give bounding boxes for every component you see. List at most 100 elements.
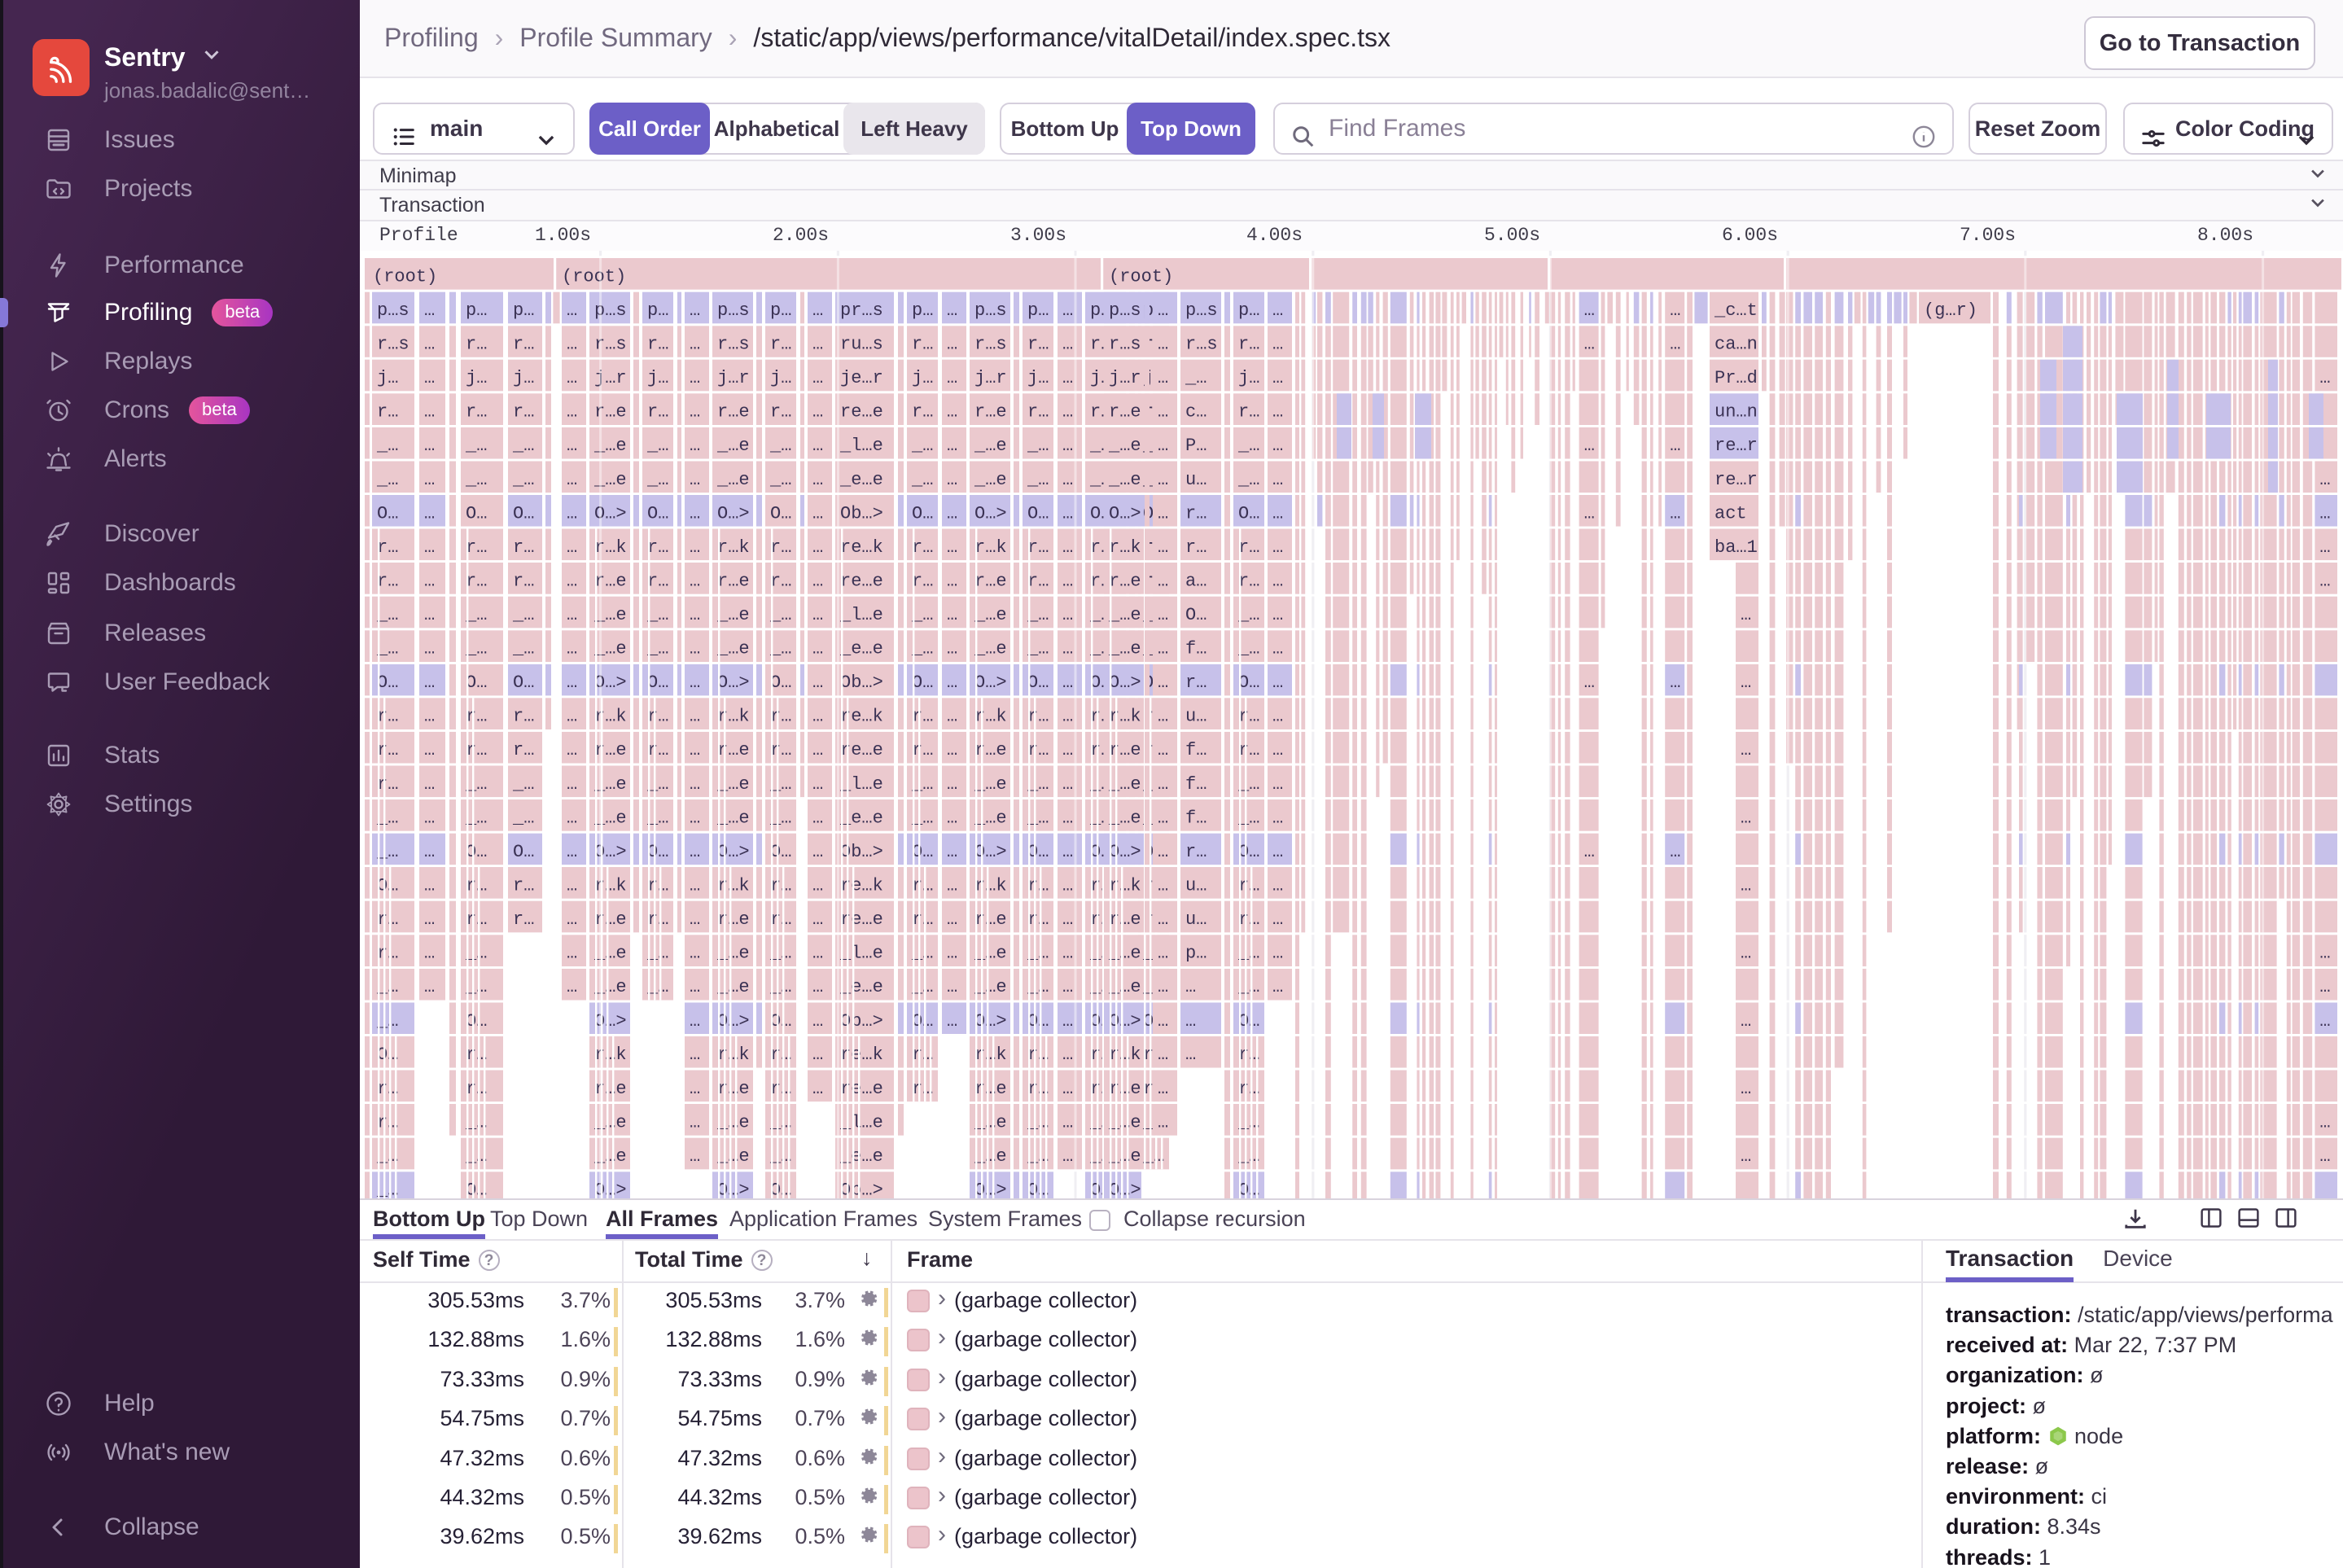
svg-text:…: … bbox=[812, 875, 823, 896]
svg-text:_…: _… bbox=[769, 639, 791, 659]
svg-text:…: … bbox=[690, 1079, 700, 1099]
svg-text:…: … bbox=[1272, 436, 1283, 456]
svg-text:r…e: r…e bbox=[974, 571, 1007, 591]
svg-text:j…: j… bbox=[466, 368, 487, 388]
svg-text:_…: _… bbox=[1027, 977, 1049, 997]
svg-text:…: … bbox=[690, 605, 700, 625]
svg-text:…: … bbox=[947, 537, 957, 558]
svg-text:_…: _… bbox=[1237, 774, 1259, 795]
svg-text:j…: j… bbox=[513, 368, 534, 388]
svg-text:r…: r… bbox=[770, 402, 791, 423]
svg-text:ca…n: ca…n bbox=[1715, 335, 1758, 355]
svg-text:…: … bbox=[424, 672, 435, 693]
svg-text:…: … bbox=[1062, 1079, 1073, 1099]
svg-text:_…e: _…e bbox=[974, 977, 1007, 997]
svg-text:…: … bbox=[1158, 605, 1168, 625]
svg-text:r…: r… bbox=[513, 402, 534, 423]
svg-text:_…e: _…e bbox=[716, 1146, 750, 1167]
svg-text:r…k: r…k bbox=[1109, 1045, 1141, 1065]
svg-text:_…e: _…e bbox=[1108, 1146, 1141, 1167]
svg-text:r…k: r…k bbox=[1109, 537, 1141, 558]
svg-text:…: … bbox=[1272, 740, 1283, 760]
svg-text:j…: j… bbox=[912, 368, 933, 388]
svg-text:…: … bbox=[1158, 707, 1168, 727]
svg-text:pr…s: pr…s bbox=[840, 300, 883, 321]
svg-text:r…: r… bbox=[1238, 537, 1259, 558]
svg-text:r…s: r…s bbox=[377, 335, 409, 355]
svg-text:_l…e: _l…e bbox=[839, 1112, 883, 1132]
svg-text:_…e: _…e bbox=[593, 639, 627, 659]
svg-text:_…e: _…e bbox=[716, 944, 750, 964]
svg-text:_…: _… bbox=[646, 944, 668, 964]
svg-text:_…e: _…e bbox=[593, 977, 627, 997]
svg-text:_c…t: _c…t bbox=[1714, 300, 1758, 321]
svg-text:…: … bbox=[424, 537, 435, 558]
svg-text:O…: O… bbox=[466, 503, 487, 523]
svg-text:O…: O… bbox=[1238, 842, 1259, 862]
svg-text:r…: r… bbox=[466, 335, 487, 355]
svg-text:…: … bbox=[690, 368, 700, 388]
svg-text:r…: r… bbox=[770, 875, 791, 896]
svg-text:r…: r… bbox=[513, 875, 534, 896]
svg-text:…: … bbox=[2319, 503, 2330, 523]
svg-text:…: … bbox=[1272, 300, 1283, 321]
svg-text:_…: _… bbox=[376, 605, 398, 625]
svg-text:…: … bbox=[1062, 808, 1073, 828]
svg-text:_…: _… bbox=[1027, 470, 1049, 490]
svg-text:r…: r… bbox=[466, 707, 487, 727]
svg-text:…: … bbox=[567, 774, 577, 795]
svg-text:…: … bbox=[1670, 436, 1680, 456]
svg-text:u…: u… bbox=[1185, 875, 1207, 896]
svg-text:…: … bbox=[1272, 842, 1283, 862]
svg-text:_…e: _…e bbox=[716, 774, 750, 795]
svg-text:_…: _… bbox=[465, 436, 487, 456]
svg-text:…: … bbox=[567, 875, 577, 896]
svg-text:r…: r… bbox=[1185, 503, 1207, 523]
svg-text:_…: _… bbox=[376, 977, 398, 997]
svg-text:r…: r… bbox=[1027, 707, 1049, 727]
svg-text:O…: O… bbox=[770, 672, 791, 693]
svg-text:O…: O… bbox=[912, 1011, 933, 1031]
svg-text:…: … bbox=[1062, 300, 1073, 321]
svg-text:r…k: r…k bbox=[717, 1045, 750, 1065]
svg-text:…: … bbox=[947, 300, 957, 321]
svg-text:r…k: r…k bbox=[717, 875, 750, 896]
svg-text:r…: r… bbox=[1238, 402, 1259, 423]
svg-text:O…>: O…> bbox=[1109, 1180, 1141, 1198]
svg-text:…: … bbox=[2319, 1112, 2330, 1132]
svg-text:…: … bbox=[567, 368, 577, 388]
svg-text:_…: _… bbox=[911, 436, 933, 456]
svg-text:…: … bbox=[1062, 707, 1073, 727]
svg-text:r…s: r…s bbox=[594, 335, 627, 355]
svg-text:Ob…>: Ob…> bbox=[840, 1011, 883, 1031]
svg-text:…: … bbox=[812, 1079, 823, 1099]
svg-text:O…: O… bbox=[377, 875, 398, 896]
svg-text:…: … bbox=[947, 707, 957, 727]
svg-text:_…e: _…e bbox=[974, 605, 1007, 625]
svg-text:…: … bbox=[1272, 368, 1283, 388]
svg-text:…: … bbox=[1584, 842, 1595, 862]
svg-text:…: … bbox=[1062, 639, 1073, 659]
svg-text:r…e: r…e bbox=[717, 1079, 750, 1099]
svg-text:…: … bbox=[1158, 335, 1168, 355]
svg-text:…: … bbox=[1272, 639, 1283, 659]
svg-text:…: … bbox=[567, 977, 577, 997]
svg-text:O…: O… bbox=[377, 503, 398, 523]
svg-text:re…r: re…r bbox=[1715, 470, 1758, 490]
svg-text:…: … bbox=[690, 436, 700, 456]
svg-text:_…: _… bbox=[769, 436, 791, 456]
svg-text:r…e: r…e bbox=[717, 740, 750, 760]
svg-text:O…: O… bbox=[912, 503, 933, 523]
svg-text:…: … bbox=[1062, 1112, 1073, 1132]
svg-text:…: … bbox=[1062, 605, 1073, 625]
svg-text:_…: _… bbox=[1237, 470, 1259, 490]
svg-text:(g…r): (g…r) bbox=[1924, 300, 1977, 321]
svg-text:_e…e: _e…e bbox=[839, 808, 883, 828]
svg-text:…: … bbox=[424, 605, 435, 625]
svg-text:…: … bbox=[690, 1112, 700, 1132]
svg-text:_…: _… bbox=[911, 977, 933, 997]
svg-text:O…: O… bbox=[770, 1180, 791, 1198]
svg-text:re…e: re…e bbox=[840, 571, 883, 591]
svg-text:r…: r… bbox=[647, 707, 668, 727]
svg-text:r…: r… bbox=[466, 909, 487, 930]
